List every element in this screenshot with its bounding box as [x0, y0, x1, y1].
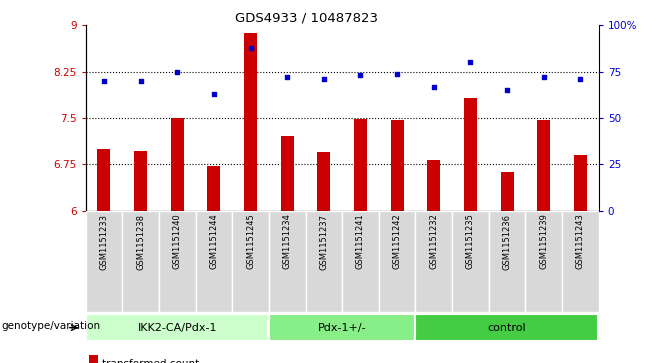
Point: [99, 78, 109, 84]
Point: [172, 69, 182, 75]
Bar: [538, 120, 550, 211]
Text: GSM1151242: GSM1151242: [393, 213, 401, 269]
Point: [318, 76, 329, 82]
Bar: [269, 314, 415, 342]
Point: [502, 87, 513, 93]
Text: GSM1151244: GSM1151244: [209, 213, 218, 269]
Point: [355, 73, 366, 78]
Bar: [562, 211, 599, 312]
Text: GSM1151235: GSM1151235: [466, 213, 475, 269]
Bar: [281, 136, 293, 211]
Bar: [305, 211, 342, 312]
Text: GSM1151234: GSM1151234: [283, 213, 291, 269]
Text: GSM1151232: GSM1151232: [429, 213, 438, 269]
Bar: [464, 98, 477, 211]
Bar: [171, 118, 184, 211]
Point: [538, 74, 549, 80]
Text: IKK2-CA/Pdx-1: IKK2-CA/Pdx-1: [138, 323, 217, 333]
Text: GSM1151233: GSM1151233: [99, 213, 109, 270]
Bar: [452, 211, 489, 312]
Text: GSM1151237: GSM1151237: [319, 213, 328, 270]
Bar: [415, 314, 598, 342]
Point: [209, 91, 219, 97]
Text: control: control: [488, 323, 526, 333]
Bar: [122, 211, 159, 312]
Bar: [89, 355, 98, 363]
Text: GSM1151239: GSM1151239: [540, 213, 548, 269]
Bar: [97, 149, 111, 211]
Text: genotype/variation: genotype/variation: [2, 321, 101, 331]
Bar: [244, 33, 257, 211]
Bar: [526, 211, 562, 312]
Text: GSM1151240: GSM1151240: [172, 213, 182, 269]
Point: [392, 71, 403, 77]
Bar: [342, 211, 379, 312]
Title: GDS4933 / 10487823: GDS4933 / 10487823: [235, 11, 378, 24]
Bar: [501, 172, 513, 211]
Text: GSM1151241: GSM1151241: [356, 213, 365, 269]
Bar: [415, 211, 452, 312]
Point: [136, 78, 146, 84]
Bar: [86, 211, 122, 312]
Bar: [428, 160, 440, 211]
Text: Pdx-1+/-: Pdx-1+/-: [318, 323, 367, 333]
Point: [245, 45, 256, 50]
Bar: [159, 211, 195, 312]
Point: [575, 76, 586, 82]
Bar: [195, 211, 232, 312]
Bar: [317, 152, 330, 211]
Text: GSM1151243: GSM1151243: [576, 213, 585, 269]
Bar: [207, 166, 220, 211]
Bar: [232, 211, 269, 312]
Bar: [269, 211, 305, 312]
Bar: [574, 155, 587, 211]
Bar: [391, 120, 403, 211]
Point: [282, 74, 292, 80]
Text: GSM1151245: GSM1151245: [246, 213, 255, 269]
Bar: [379, 211, 415, 312]
Bar: [489, 211, 526, 312]
Text: transformed count: transformed count: [103, 359, 200, 363]
Text: GSM1151236: GSM1151236: [503, 213, 512, 270]
Point: [428, 83, 439, 89]
Bar: [354, 119, 367, 211]
Text: GSM1151238: GSM1151238: [136, 213, 145, 270]
Bar: [86, 314, 268, 342]
Point: [465, 60, 476, 65]
Bar: [134, 151, 147, 211]
